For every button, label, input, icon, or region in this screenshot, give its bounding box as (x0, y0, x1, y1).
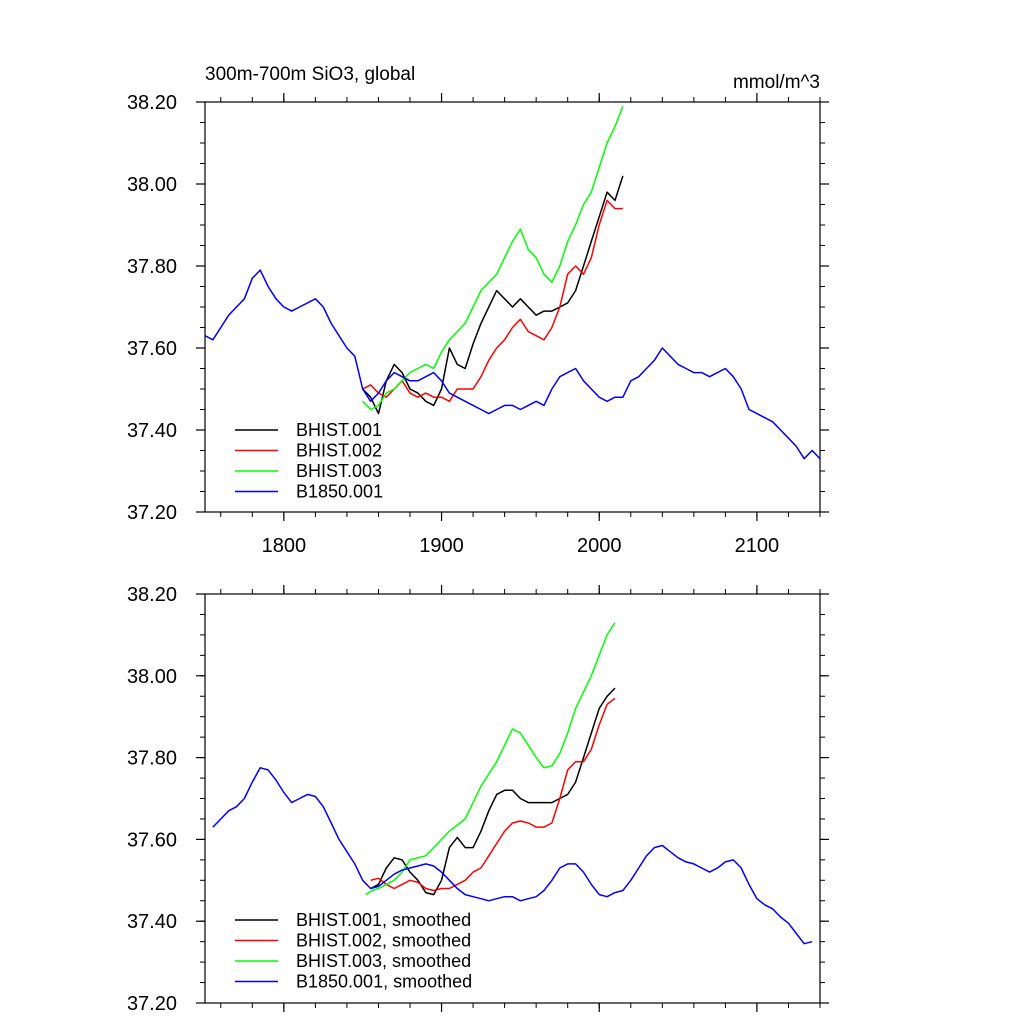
legend-label: BHIST.002 (296, 441, 382, 461)
y-tick-label: 38.00 (127, 174, 177, 196)
x-tick-label: 2100 (735, 535, 780, 557)
series-line-bhist-001-smoothed (370, 687, 616, 896)
series-line-bhist-003-smoothed (365, 622, 616, 896)
legend-label: BHIST.003 (296, 461, 382, 481)
legend-label: BHIST.002, smoothed (296, 931, 471, 951)
legend-label: BHIST.001, smoothed (296, 910, 471, 930)
y-tick-label: 37.60 (127, 829, 177, 851)
legend-label: B1850.001 (296, 482, 383, 502)
x-tick-label: 2000 (577, 535, 622, 557)
series-line-bhist-003 (362, 105, 624, 411)
y-tick-label: 37.80 (127, 748, 177, 770)
units-label: mmol/m^3 (733, 72, 820, 93)
y-tick-label: 38.20 (127, 584, 177, 606)
y-tick-label: 37.40 (127, 420, 177, 442)
y-tick-label: 38.00 (127, 666, 177, 688)
x-tick-label: 1800 (262, 535, 307, 557)
y-tick-label: 37.20 (127, 502, 177, 524)
legend-label: BHIST.003, smoothed (296, 951, 471, 971)
y-tick-label: 37.80 (127, 256, 177, 278)
legend-label: B1850.001, smoothed (296, 972, 472, 992)
x-tick-label: 1900 (419, 535, 464, 557)
series-line-bhist-002 (362, 199, 623, 403)
series-line-bhist-002-smoothed (370, 697, 616, 892)
y-tick-label: 37.40 (127, 911, 177, 933)
bottom-panel: 37.20 37.40 37.60 37.80 38.00 38.20 BHIST.001,… (127, 584, 829, 1015)
y-tick-label: 37.60 (127, 338, 177, 360)
chart-title: 300m-700m SiO3, global (205, 64, 415, 85)
y-tick-label: 38.20 (127, 92, 177, 114)
series-line-bhist-001 (362, 175, 624, 415)
series-line-b1850-001-smoothed (212, 767, 813, 945)
y-tick-label: 37.20 (127, 993, 177, 1015)
series-line-b1850-001 (205, 269, 820, 460)
legend-label: BHIST.001 (296, 420, 382, 440)
top-panel: 37.20 37.40 37.60 37.80 38.00 38.20 1800 1900 20… (127, 64, 829, 557)
